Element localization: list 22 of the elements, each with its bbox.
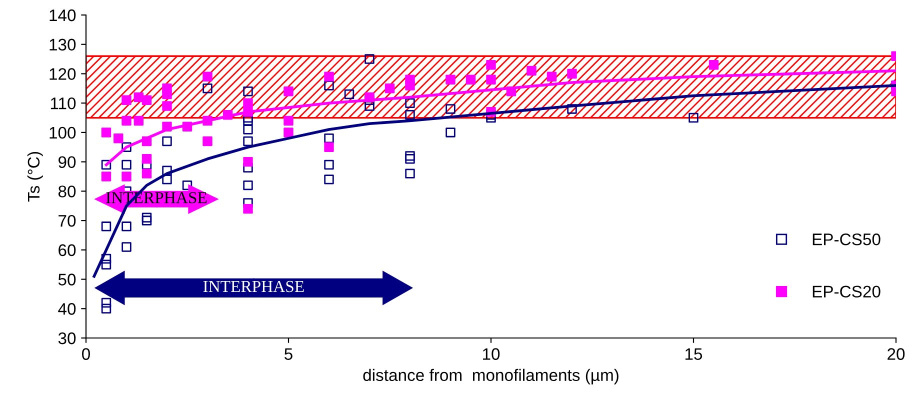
x-tick-label: 20 <box>888 348 905 360</box>
y-tick-label: 60 <box>58 244 76 256</box>
x-tick-label: 5 <box>284 348 292 360</box>
y-tick-label: 140 <box>50 9 76 22</box>
y-tick-label: 110 <box>50 97 76 110</box>
annotation: INTERPHASE <box>203 280 304 292</box>
legend-label: EP-CS20 <box>812 286 880 298</box>
x-axis-title: distance from monofilaments (µm) <box>363 368 618 384</box>
y-axis-title: Ts (°C) <box>27 152 43 202</box>
y-tick-label: 40 <box>58 303 76 315</box>
y-tick-label: 80 <box>58 186 76 198</box>
x-tick-label: 0 <box>82 348 90 360</box>
y-tick-label: 90 <box>58 156 76 168</box>
y-tick-label: 30 <box>58 332 76 344</box>
y-tick-label: 70 <box>58 214 76 227</box>
y-tick-label: 100 <box>50 126 76 139</box>
y-tick-label: 120 <box>50 68 76 80</box>
x-tick-label: 15 <box>686 348 702 360</box>
x-tick-label: 10 <box>483 348 500 360</box>
y-tick-label: 50 <box>58 274 76 286</box>
legend-label: EP-CS50 <box>812 234 880 246</box>
y-tick-label: 130 <box>50 38 76 51</box>
